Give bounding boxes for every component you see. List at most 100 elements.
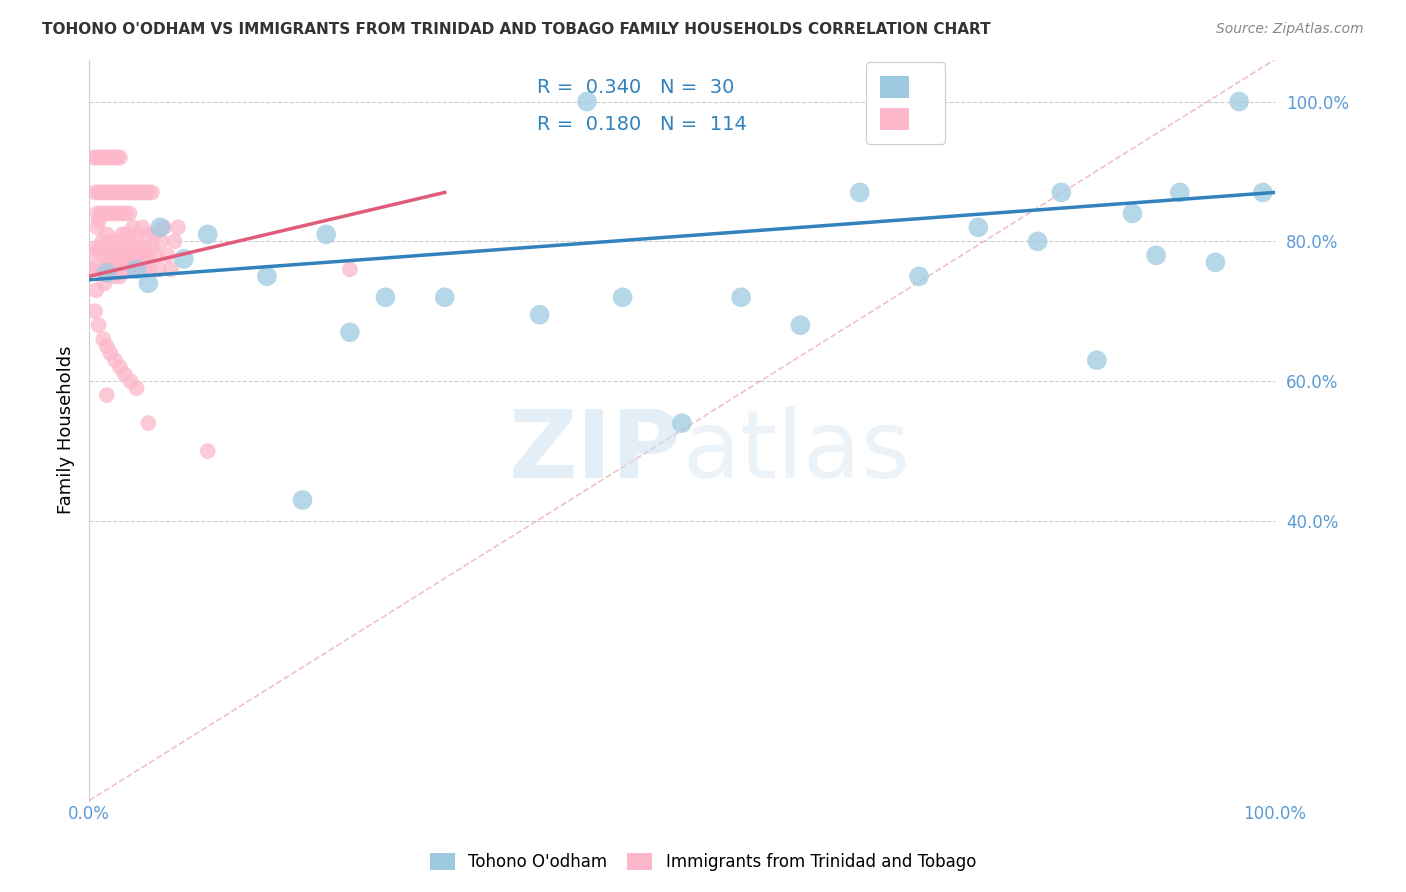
Point (114, 241, 136, 255)
Point (1227, 95, 1250, 109)
Point (104, 206, 127, 220)
Point (145, 248, 167, 262)
Point (125, 241, 148, 255)
Point (110, 241, 132, 255)
Point (135, 186, 157, 200)
Point (111, 186, 134, 200)
Point (120, 374, 142, 388)
Point (93, 206, 115, 220)
Point (1026, 235, 1049, 249)
Point (315, 227, 337, 242)
Point (129, 262, 152, 277)
Point (730, 290, 752, 304)
Point (111, 206, 134, 220)
Point (256, 269, 278, 284)
Point (115, 227, 138, 242)
Point (120, 186, 142, 200)
Point (86, 206, 108, 220)
Point (112, 255, 135, 269)
Point (84, 186, 107, 200)
Point (90, 262, 112, 277)
Point (84, 241, 107, 255)
Point (91, 248, 114, 262)
Point (108, 269, 131, 284)
Point (1144, 248, 1167, 262)
Point (91, 186, 114, 200)
Point (138, 262, 160, 277)
Point (612, 290, 634, 304)
Point (100, 151, 122, 165)
Point (134, 262, 156, 277)
Point (131, 186, 153, 200)
Text: atlas: atlas (682, 407, 910, 499)
Point (100, 186, 122, 200)
Point (141, 241, 163, 255)
Point (97, 241, 120, 255)
Point (107, 255, 129, 269)
Point (84, 283, 107, 297)
Point (128, 248, 150, 262)
Point (576, 95, 599, 109)
Point (131, 220, 153, 235)
Legend: Tohono O'odham, Immigrants from Trinidad and Tobago: Tohono O'odham, Immigrants from Trinidad… (422, 845, 984, 880)
Point (93, 277, 115, 291)
Point (160, 262, 183, 277)
Point (1050, 186, 1073, 200)
Point (135, 241, 157, 255)
Point (103, 151, 125, 165)
Point (96, 388, 118, 402)
Point (91, 332, 114, 346)
Point (132, 248, 155, 262)
Point (84, 304, 107, 318)
Point (291, 493, 314, 508)
Point (100, 346, 122, 360)
Text: TOHONO O'ODHAM VS IMMIGRANTS FROM TRINIDAD AND TOBAGO FAMILY HOUSEHOLDS CORRELAT: TOHONO O'ODHAM VS IMMIGRANTS FROM TRINID… (42, 22, 991, 37)
Point (129, 186, 152, 200)
Point (1121, 206, 1143, 220)
Point (114, 206, 136, 220)
Point (80, 262, 103, 277)
Point (150, 235, 173, 249)
Point (122, 220, 145, 235)
Point (129, 241, 152, 255)
Text: Source: ZipAtlas.com: Source: ZipAtlas.com (1216, 22, 1364, 37)
Y-axis label: Family Households: Family Households (58, 346, 75, 515)
Point (138, 186, 160, 200)
Point (105, 248, 128, 262)
Point (149, 220, 172, 235)
Point (97, 151, 120, 165)
Point (100, 206, 122, 220)
Point (163, 235, 186, 249)
Point (82, 248, 104, 262)
Point (108, 151, 131, 165)
Point (118, 206, 141, 220)
Point (125, 262, 148, 277)
Point (148, 262, 170, 277)
Point (967, 220, 990, 235)
Point (125, 381, 148, 395)
Point (111, 227, 134, 242)
Point (86, 220, 108, 235)
Point (90, 186, 112, 200)
Point (197, 444, 219, 458)
Point (94, 255, 117, 269)
Point (91, 235, 114, 249)
Point (789, 318, 811, 333)
Point (138, 248, 160, 262)
Point (89, 241, 111, 255)
Point (96, 266, 118, 280)
Point (1204, 255, 1226, 269)
Point (138, 277, 160, 291)
Legend:   ,   : , (866, 62, 945, 144)
Point (120, 262, 142, 277)
Point (122, 186, 145, 200)
Point (96, 227, 118, 242)
Point (374, 290, 396, 304)
Point (433, 290, 456, 304)
Point (121, 235, 143, 249)
Point (83, 151, 105, 165)
Point (101, 186, 124, 200)
Point (529, 308, 551, 322)
Point (96, 186, 118, 200)
Point (156, 248, 179, 262)
